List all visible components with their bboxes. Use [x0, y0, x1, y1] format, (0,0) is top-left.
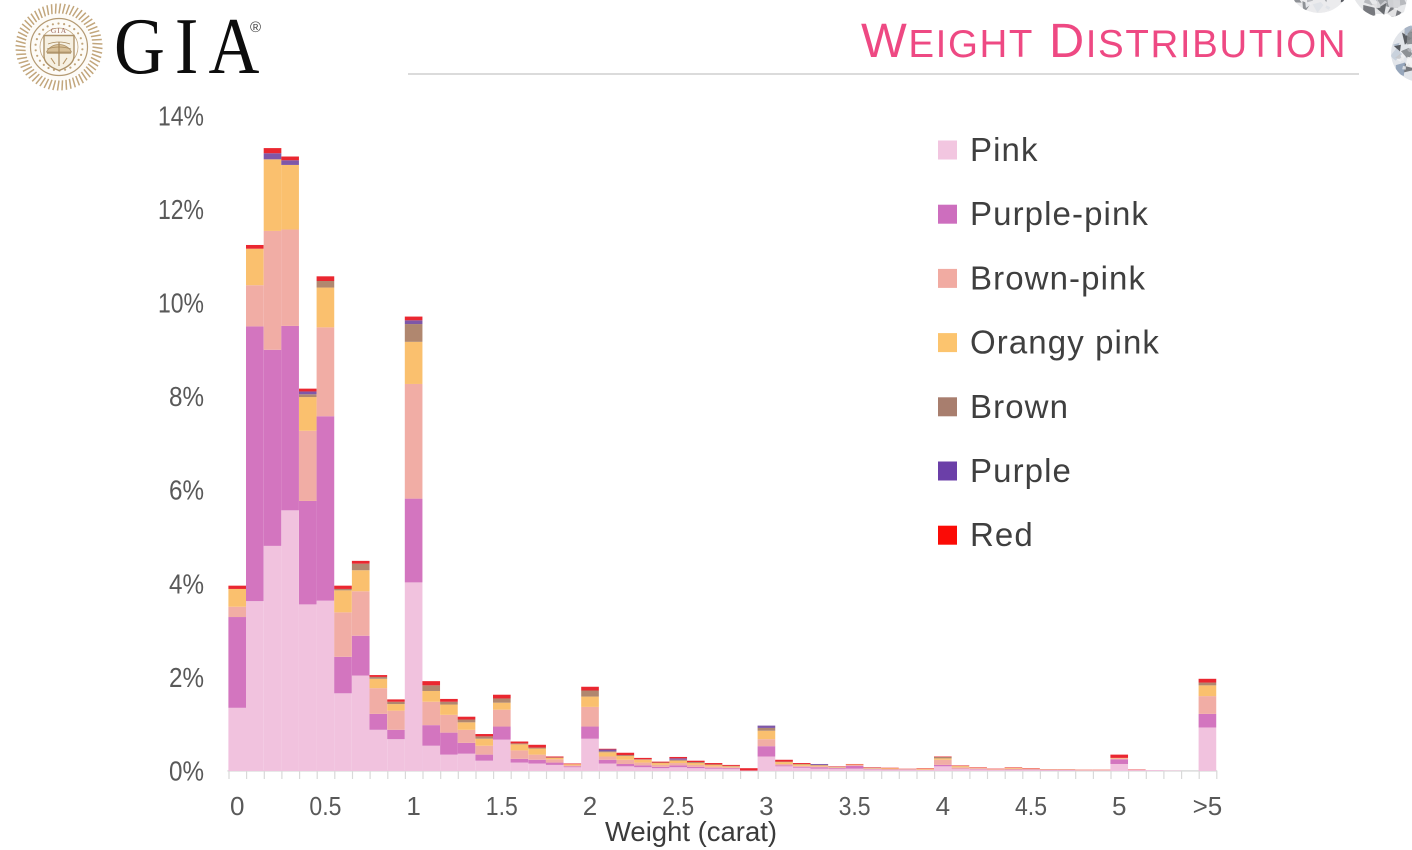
- svg-text:2%: 2%: [169, 662, 204, 693]
- svg-text:12%: 12%: [158, 194, 204, 225]
- svg-text:4.5: 4.5: [1015, 791, 1047, 821]
- svg-text:Orangy pink: Orangy pink: [970, 324, 1160, 361]
- svg-text:0.5: 0.5: [309, 791, 341, 821]
- svg-text:Pink: Pink: [970, 131, 1039, 168]
- svg-text:Red: Red: [970, 516, 1034, 553]
- svg-text:1: 1: [406, 791, 420, 821]
- svg-text:3.5: 3.5: [839, 791, 871, 821]
- svg-text:10%: 10%: [158, 288, 204, 319]
- svg-text:Brown: Brown: [970, 388, 1069, 425]
- svg-text:5: 5: [1112, 791, 1126, 821]
- svg-text:3: 3: [759, 791, 773, 821]
- svg-text:2: 2: [583, 791, 597, 821]
- svg-text:4%: 4%: [169, 568, 204, 599]
- svg-text:2.5: 2.5: [662, 791, 694, 821]
- svg-text:8%: 8%: [169, 381, 204, 412]
- svg-text:Purple-pink: Purple-pink: [970, 195, 1149, 232]
- svg-text:>5: >5: [1193, 791, 1223, 821]
- svg-text:0: 0: [230, 791, 244, 821]
- svg-text:Brown-pink: Brown-pink: [970, 259, 1146, 296]
- svg-text:14%: 14%: [158, 100, 204, 131]
- svg-text:Purple: Purple: [970, 452, 1072, 489]
- svg-text:6%: 6%: [169, 475, 204, 506]
- svg-text:Weight (carat): Weight (carat): [605, 816, 777, 847]
- svg-text:1.5: 1.5: [486, 791, 518, 821]
- svg-text:GIA: GIA: [51, 26, 67, 35]
- svg-text:0%: 0%: [169, 756, 204, 787]
- svg-text:4: 4: [936, 791, 950, 821]
